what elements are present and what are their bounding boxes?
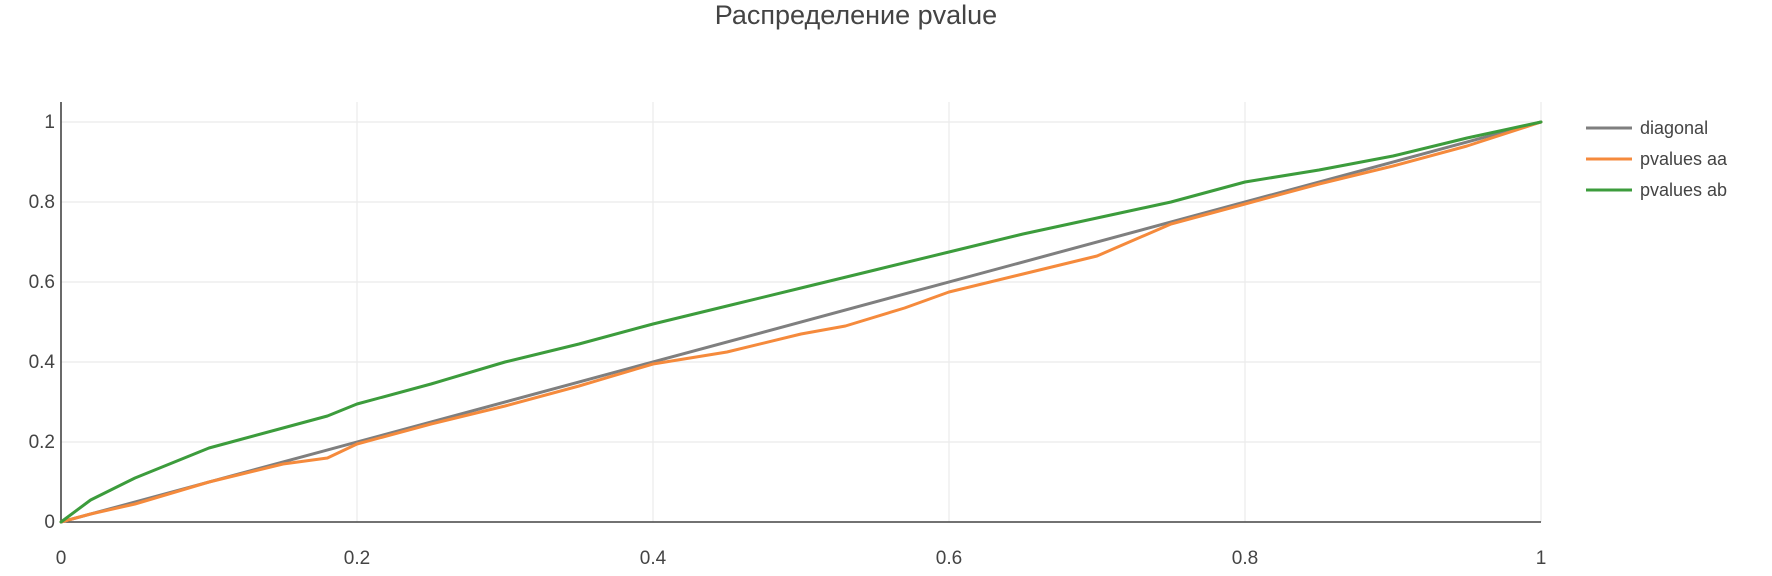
legend-item-pvalues-aa[interactable]: pvalues aa bbox=[1586, 149, 1728, 169]
legend-label: diagonal bbox=[1640, 118, 1708, 138]
gridlines bbox=[61, 102, 1542, 522]
axes: 0 0.2 0.4 0.6 0.8 1 0 0.2 0.4 0.6 0.8 1 bbox=[29, 102, 1547, 569]
x-tick-label: 1 bbox=[1536, 548, 1547, 569]
x-tick-label: 0.2 bbox=[344, 548, 370, 569]
chart-title: Распределение pvalue bbox=[715, 0, 997, 30]
x-tick-label: 0 bbox=[56, 548, 67, 569]
legend-item-diagonal[interactable]: diagonal bbox=[1586, 118, 1708, 138]
series-line-diagonal[interactable] bbox=[59, 120, 1543, 524]
series-line-pvalues-aa[interactable] bbox=[59, 120, 1543, 524]
y-tick-label: 0.6 bbox=[29, 272, 55, 293]
legend-label: pvalues ab bbox=[1640, 180, 1727, 200]
y-tick-label: 0.2 bbox=[29, 432, 55, 453]
x-tick-label: 0.4 bbox=[640, 548, 667, 569]
legend[interactable]: diagonal pvalues aa pvalues ab bbox=[1586, 118, 1728, 200]
legend-item-pvalues-ab[interactable]: pvalues ab bbox=[1586, 180, 1727, 200]
x-tick-label: 0.6 bbox=[936, 548, 962, 569]
y-tick-label: 0 bbox=[44, 512, 55, 533]
x-tick-label: 0.8 bbox=[1232, 548, 1258, 569]
plot-area bbox=[59, 120, 1543, 524]
y-tick-label: 1 bbox=[44, 112, 55, 133]
y-tick-label: 0.4 bbox=[29, 352, 56, 373]
series-line-pvalues-ab[interactable] bbox=[59, 120, 1543, 524]
legend-label: pvalues aa bbox=[1640, 149, 1728, 169]
y-tick-label: 0.8 bbox=[29, 192, 55, 213]
